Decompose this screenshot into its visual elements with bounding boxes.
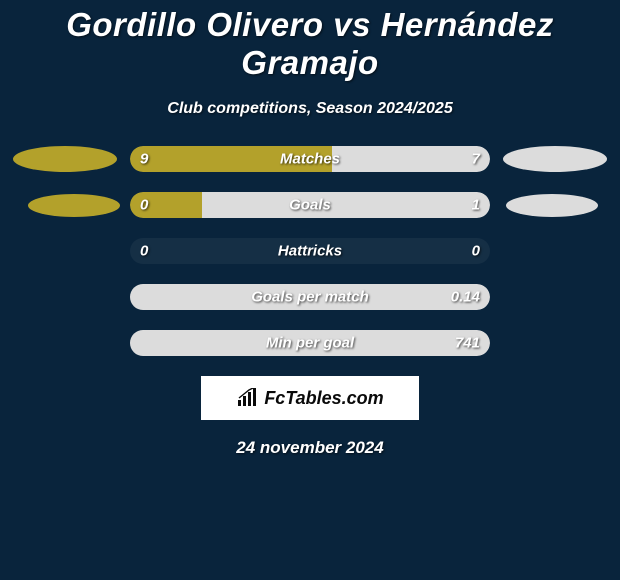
- stat-label: Hattricks: [278, 243, 342, 260]
- right-player-shape: [500, 192, 610, 218]
- ellipse-icon: [503, 146, 607, 172]
- stat-row: 0 0 Hattricks: [10, 238, 610, 264]
- left-player-shape: [10, 330, 120, 356]
- left-player-shape: [10, 192, 120, 218]
- date-text: 24 november 2024: [0, 438, 620, 458]
- right-player-shape: [500, 238, 610, 264]
- stat-row: 9 7 Matches: [10, 146, 610, 172]
- stat-value-right: 7: [472, 151, 480, 168]
- logo-text: FcTables.com: [264, 388, 383, 409]
- stat-value-right: 1: [472, 197, 480, 214]
- bar-right-fill: [202, 192, 490, 218]
- stat-bar: 9 7 Matches: [130, 146, 490, 172]
- bar-right-fill: [332, 146, 490, 172]
- stat-value-right: 0.14: [451, 289, 480, 306]
- stat-bar: 0.14 Goals per match: [130, 284, 490, 310]
- ellipse-icon: [506, 194, 598, 217]
- stat-value-right: 741: [455, 335, 480, 352]
- left-player-shape: [10, 284, 120, 310]
- right-player-shape: [500, 146, 610, 172]
- ellipse-icon: [28, 194, 120, 217]
- ellipse-icon: [13, 146, 117, 172]
- left-player-shape: [10, 146, 120, 172]
- stat-value-left: 0: [140, 243, 148, 260]
- page-title: Gordillo Olivero vs Hernández Gramajo: [0, 6, 620, 82]
- stat-row: 741 Min per goal: [10, 330, 610, 356]
- stat-label: Matches: [280, 151, 340, 168]
- right-player-shape: [500, 284, 610, 310]
- stat-row: 0 1 Goals: [10, 192, 610, 218]
- stat-label: Goals: [289, 197, 331, 214]
- right-player-shape: [500, 330, 610, 356]
- stat-row: 0.14 Goals per match: [10, 284, 610, 310]
- subtitle: Club competitions, Season 2024/2025: [0, 100, 620, 118]
- bar-chart-icon: [236, 388, 260, 408]
- stat-value-right: 0: [472, 243, 480, 260]
- logo-box: FcTables.com: [201, 376, 419, 420]
- stat-label: Min per goal: [266, 335, 354, 352]
- stat-value-left: 9: [140, 151, 148, 168]
- chart-area: 9 7 Matches 0 1 Goals 0 0 Hattricks 0.14 Goals per…: [0, 146, 620, 356]
- comparison-infographic: Gordillo Olivero vs Hernández Gramajo Cl…: [0, 0, 620, 458]
- stat-bar: 0 0 Hattricks: [130, 238, 490, 264]
- stat-label: Goals per match: [251, 289, 369, 306]
- stat-value-left: 0: [140, 197, 148, 214]
- stat-bar: 0 1 Goals: [130, 192, 490, 218]
- left-player-shape: [10, 238, 120, 264]
- stat-bar: 741 Min per goal: [130, 330, 490, 356]
